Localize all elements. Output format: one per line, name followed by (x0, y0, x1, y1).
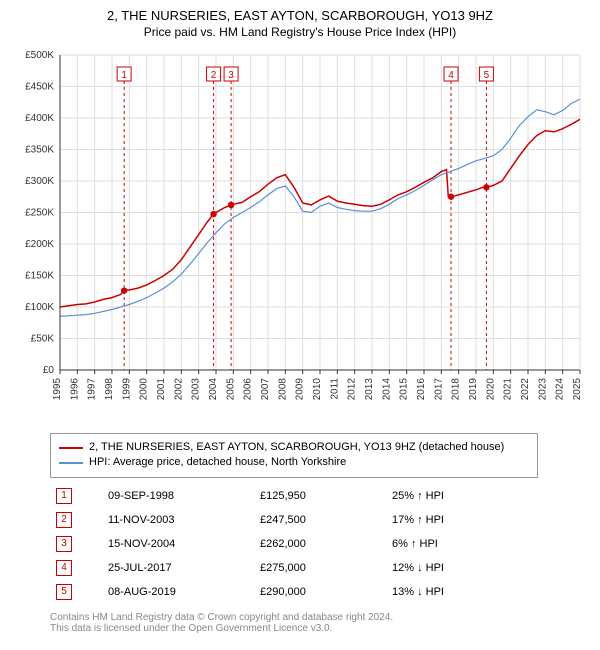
svg-text:2019: 2019 (468, 378, 479, 401)
svg-text:2007: 2007 (260, 378, 271, 401)
svg-text:£150K: £150K (25, 271, 54, 282)
svg-text:1998: 1998 (104, 378, 115, 401)
event-number-badge: 5 (56, 584, 72, 600)
svg-text:3: 3 (228, 70, 234, 81)
svg-text:2020: 2020 (485, 378, 496, 401)
svg-text:2008: 2008 (277, 378, 288, 401)
svg-text:2009: 2009 (295, 378, 306, 401)
svg-text:4: 4 (448, 70, 454, 81)
svg-text:£100K: £100K (25, 302, 54, 313)
svg-text:2: 2 (211, 70, 217, 81)
svg-text:£350K: £350K (25, 145, 54, 156)
table-row: 1 09-SEP-1998£125,95025% ↑ HPI (50, 484, 550, 508)
svg-text:2012: 2012 (347, 378, 358, 401)
legend-swatch (59, 462, 83, 464)
event-price: £125,950 (254, 484, 386, 508)
legend-swatch (59, 447, 83, 449)
event-price: £262,000 (254, 532, 386, 556)
legend-row: 2, THE NURSERIES, EAST AYTON, SCARBOROUG… (59, 440, 529, 455)
legend-row: HPI: Average price, detached house, Nort… (59, 455, 529, 470)
svg-text:2006: 2006 (243, 378, 254, 401)
event-price: £247,500 (254, 508, 386, 532)
svg-text:£500K: £500K (25, 50, 54, 61)
legend-box: 2, THE NURSERIES, EAST AYTON, SCARBOROUG… (50, 433, 538, 478)
svg-text:2010: 2010 (312, 378, 323, 401)
svg-text:2002: 2002 (173, 378, 184, 401)
footer-attribution: Contains HM Land Registry data © Crown c… (50, 612, 570, 634)
svg-text:£50K: £50K (31, 334, 55, 345)
svg-text:2016: 2016 (416, 378, 427, 401)
event-date: 15-NOV-2004 (102, 532, 254, 556)
svg-text:2001: 2001 (156, 378, 167, 401)
event-delta: 13% ↓ HPI (386, 580, 550, 604)
chart-title-1: 2, THE NURSERIES, EAST AYTON, SCARBOROUG… (10, 8, 590, 23)
events-table: 1 09-SEP-1998£125,95025% ↑ HPI 2 11-NOV-200… (50, 484, 550, 604)
svg-text:2023: 2023 (537, 378, 548, 401)
event-delta: 17% ↑ HPI (386, 508, 550, 532)
svg-text:2024: 2024 (555, 378, 566, 401)
event-date: 11-NOV-2003 (102, 508, 254, 532)
svg-text:£400K: £400K (25, 113, 54, 124)
svg-text:£450K: £450K (25, 82, 54, 93)
svg-text:2021: 2021 (503, 378, 514, 401)
svg-text:2015: 2015 (399, 378, 410, 401)
footer-line-2: This data is licensed under the Open Gov… (50, 623, 570, 634)
event-delta: 12% ↓ HPI (386, 556, 550, 580)
svg-text:£200K: £200K (25, 239, 54, 250)
svg-text:2011: 2011 (329, 378, 340, 400)
svg-text:2025: 2025 (572, 378, 583, 401)
table-row: 5 08-AUG-2019£290,00013% ↓ HPI (50, 580, 550, 604)
svg-text:2004: 2004 (208, 378, 219, 401)
svg-text:5: 5 (484, 70, 490, 81)
svg-text:1996: 1996 (69, 378, 80, 401)
svg-text:2017: 2017 (433, 378, 444, 401)
svg-text:1995: 1995 (52, 378, 63, 401)
line-chart-svg: £0 £50K £100K £150K £200K £250K £300K £350K £400… (10, 45, 590, 425)
table-row: 3 15-NOV-2004£262,0006% ↑ HPI (50, 532, 550, 556)
event-number-badge: 2 (56, 512, 72, 528)
chart-title-2: Price paid vs. HM Land Registry's House … (10, 25, 590, 39)
svg-text:2014: 2014 (381, 378, 392, 401)
svg-text:£0: £0 (43, 365, 55, 376)
event-number-badge: 4 (56, 560, 72, 576)
svg-text:£250K: £250K (25, 208, 54, 219)
svg-text:2003: 2003 (191, 378, 202, 401)
event-price: £275,000 (254, 556, 386, 580)
svg-text:1: 1 (121, 70, 127, 81)
svg-text:1997: 1997 (87, 378, 98, 401)
legend-label: 2, THE NURSERIES, EAST AYTON, SCARBOROUG… (89, 440, 504, 455)
svg-text:2022: 2022 (520, 378, 531, 401)
svg-text:2000: 2000 (139, 378, 150, 401)
svg-text:£300K: £300K (25, 176, 54, 187)
event-delta: 6% ↑ HPI (386, 532, 550, 556)
event-date: 25-JUL-2017 (102, 556, 254, 580)
footer-line-1: Contains HM Land Registry data © Crown c… (50, 612, 570, 623)
event-number-badge: 1 (56, 488, 72, 504)
svg-text:2005: 2005 (225, 378, 236, 401)
event-delta: 25% ↑ HPI (386, 484, 550, 508)
svg-text:1999: 1999 (121, 378, 132, 401)
event-date: 08-AUG-2019 (102, 580, 254, 604)
table-row: 2 11-NOV-2003£247,50017% ↑ HPI (50, 508, 550, 532)
svg-text:2018: 2018 (451, 378, 462, 401)
table-row: 4 25-JUL-2017£275,00012% ↓ HPI (50, 556, 550, 580)
chart-title-block: 2, THE NURSERIES, EAST AYTON, SCARBOROUG… (10, 8, 590, 39)
legend-label: HPI: Average price, detached house, Nort… (89, 455, 346, 470)
chart-area: £0 £50K £100K £150K £200K £250K £300K £350K £400… (10, 45, 590, 425)
event-price: £290,000 (254, 580, 386, 604)
event-number-badge: 3 (56, 536, 72, 552)
event-date: 09-SEP-1998 (102, 484, 254, 508)
svg-text:2013: 2013 (364, 378, 375, 401)
